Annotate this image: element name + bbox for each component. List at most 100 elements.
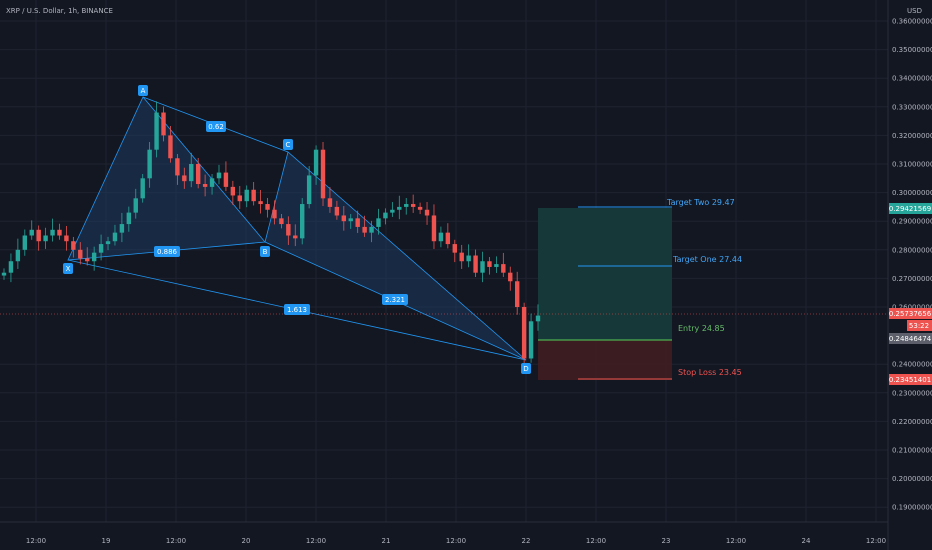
candle [57, 223, 62, 240]
candle [508, 266, 513, 291]
candle [362, 215, 367, 237]
svg-text:2.321: 2.321 [385, 296, 405, 304]
time-axis[interactable]: 12:00 19 12:00 20 12:00 21 12:00 22 12:00 23 12:00… [26, 537, 886, 545]
candle [50, 218, 55, 242]
candle [161, 106, 166, 142]
candle [230, 180, 236, 205]
y-tick-label: 0.29000000 [892, 218, 932, 226]
target-one-label: Target One 27.44 [672, 255, 742, 264]
candle [168, 125, 173, 163]
candle [390, 202, 395, 217]
svg-text:0.24846474: 0.24846474 [889, 335, 932, 343]
candle-body [473, 255, 478, 273]
candle-body [251, 189, 256, 202]
x-tick-label: 24 [802, 537, 811, 545]
entry-label: Entry 24.85 [678, 324, 725, 333]
candle [383, 208, 388, 225]
svg-text:B: B [263, 248, 268, 256]
candle-body [272, 209, 277, 219]
candle [133, 188, 138, 219]
candle-body [50, 229, 55, 236]
y-tick-label: 0.31000000 [892, 161, 932, 169]
candle-body [293, 235, 298, 239]
candle [15, 238, 21, 269]
candle-body [300, 204, 305, 239]
candle-body [355, 218, 360, 227]
candle [98, 234, 104, 261]
candle-body [348, 218, 353, 222]
candle [119, 212, 125, 243]
ratio-label-xd: 1.613 [284, 304, 310, 315]
symbol-title[interactable]: XRP / U.S. Dollar, 1h, BINANCE [6, 7, 113, 15]
candle-body [91, 252, 97, 262]
target-two-label: Target Two 29.47 [666, 198, 735, 207]
candle-body [202, 184, 208, 187]
ratio-label-bd: 2.321 [382, 294, 408, 305]
point-label-c: C [283, 139, 293, 150]
candle-body [195, 164, 201, 185]
candle [334, 200, 340, 220]
candle-body [15, 249, 21, 262]
candle-body [431, 215, 437, 242]
candle [431, 204, 437, 249]
y-tick-label: 0.33000000 [892, 103, 932, 111]
candle-body [57, 229, 62, 236]
candle-body [230, 186, 236, 196]
svg-text:1.613: 1.613 [287, 306, 307, 314]
y-tick-label: 0.23000000 [892, 389, 932, 397]
svg-text:53:22: 53:22 [909, 322, 929, 330]
candle [417, 202, 423, 215]
svg-text:A: A [141, 87, 146, 95]
entry-price-badge: 0.24846474 [889, 333, 932, 344]
candle-body [410, 204, 416, 207]
candle-body [98, 244, 104, 253]
candle [202, 174, 208, 197]
candle [182, 167, 187, 189]
candle-body [327, 198, 333, 207]
candle-body [306, 175, 312, 205]
candle [473, 249, 478, 277]
candle-body [404, 204, 409, 207]
candle-body [147, 149, 152, 179]
y-tick-label: 0.21000000 [892, 447, 932, 455]
candle-body [126, 212, 132, 225]
candle-body [71, 241, 76, 250]
x-tick-label: 20 [242, 537, 251, 545]
candle-body [397, 206, 402, 210]
y-tick-label: 0.32000000 [892, 132, 932, 140]
point-label-a: A [138, 85, 148, 96]
candle-body [244, 189, 249, 202]
candle-body [362, 226, 367, 233]
candle-body [445, 232, 451, 245]
y-tick-label: 0.22000000 [892, 418, 932, 426]
stop-price-badge: 0.23451401 [889, 374, 932, 385]
candle [78, 242, 83, 265]
candle-body [313, 149, 319, 176]
candle [195, 157, 201, 189]
point-label-d: D [521, 363, 531, 374]
y-tick-label: 0.35000000 [892, 46, 932, 54]
candle [528, 313, 534, 363]
countdown-badge: 53:22 [907, 320, 932, 331]
x-tick-label: 12:00 [866, 537, 886, 545]
candle-body [154, 112, 159, 150]
svg-text:D: D [523, 365, 528, 373]
candle [438, 226, 444, 248]
candle-body [112, 232, 118, 242]
candle [71, 236, 76, 258]
x-tick-label: 12:00 [586, 537, 606, 545]
candle [466, 244, 471, 268]
candle [64, 226, 69, 251]
x-tick-label: 23 [662, 537, 671, 545]
x-tick-label: 12:00 [26, 537, 46, 545]
price-axis[interactable]: 0.36000000 0.35000000 0.34000000 0.33000000… [892, 18, 932, 512]
stop-loss-label: Stop Loss 23.45 [678, 368, 742, 377]
candle [154, 101, 159, 158]
candle-body [161, 112, 166, 136]
candle-body [501, 264, 506, 273]
candle-body [438, 232, 444, 242]
candle [272, 200, 277, 225]
candle-body [36, 229, 41, 242]
